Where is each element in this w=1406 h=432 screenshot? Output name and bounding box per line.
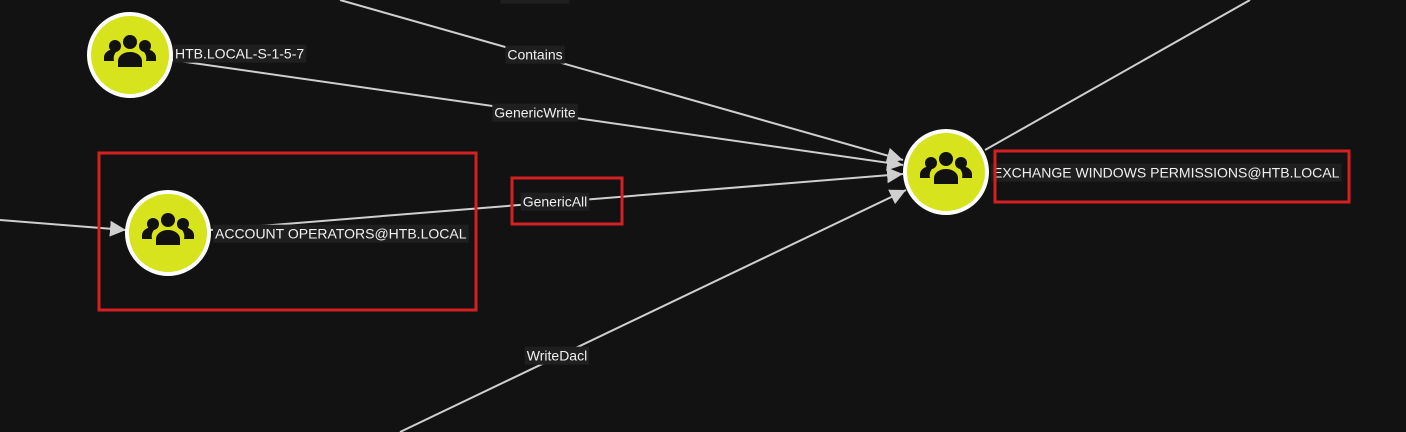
node-label-bg — [991, 163, 1342, 182]
edge-label: GenericAll — [523, 194, 588, 210]
group-node — [87, 12, 173, 98]
edge-label-bg — [520, 192, 590, 211]
node-label: ACCOUNT OPERATORS@HTB.LOCAL — [215, 226, 467, 242]
edge-line — [399, 189, 907, 432]
node-label-bg — [173, 44, 307, 63]
edge-label: GenericWrite — [494, 105, 576, 121]
edge-line — [984, 0, 1251, 151]
edge-line — [339, 0, 904, 164]
edge-label: WriteDacl — [527, 348, 587, 364]
highlight-box — [97, 151, 478, 312]
highlight-box — [510, 176, 624, 226]
group-node — [903, 129, 989, 215]
edge-label-bg — [524, 346, 590, 365]
edge-label-bg — [492, 103, 578, 122]
edge-label-bg — [500, 0, 570, 4]
node-label: HTB.LOCAL-S-1-5-7 — [175, 46, 304, 62]
edge-label: Contains — [507, 47, 562, 63]
highlight-box — [993, 149, 1351, 204]
group-node — [125, 190, 211, 276]
edge-label: GenericAll — [503, 0, 568, 3]
node-label: EXCHANGE WINDOWS PERMISSIONS@HTB.LOCAL — [993, 165, 1340, 181]
edge-line — [0, 219, 127, 237]
edge-label-bg — [505, 45, 565, 64]
node-label-bg — [213, 224, 469, 243]
